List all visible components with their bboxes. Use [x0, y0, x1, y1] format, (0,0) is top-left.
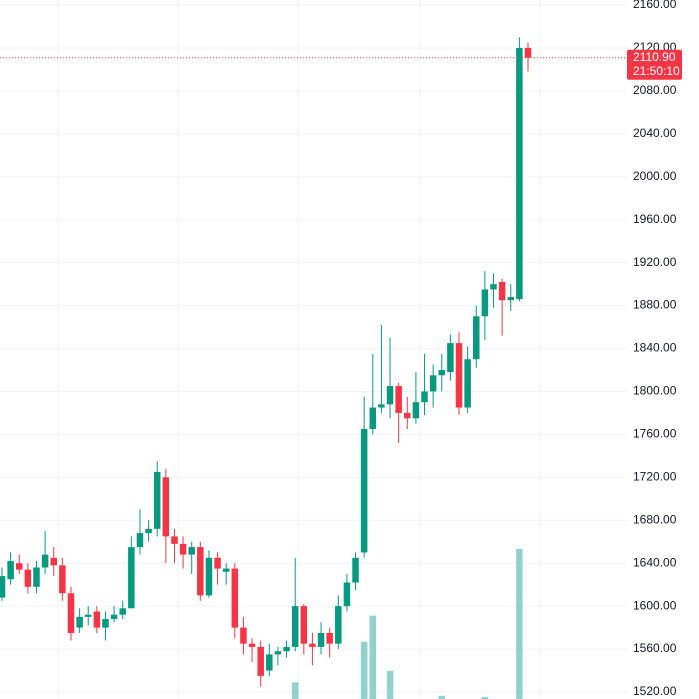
- y-tick-label: 2000.00: [633, 169, 677, 183]
- candle-body: [378, 404, 385, 408]
- candle-body: [326, 632, 333, 644]
- candle-body: [24, 569, 32, 587]
- candle-body: [309, 643, 316, 647]
- candle-body: [136, 533, 144, 548]
- candle-body: [0, 576, 6, 598]
- y-tick-label: 1800.00: [633, 384, 677, 398]
- y-tick-label: 1520.00: [633, 684, 677, 698]
- candle-body: [300, 606, 308, 644]
- candle-body: [447, 343, 454, 373]
- candle-body: [429, 375, 437, 392]
- y-tick-label: 1880.00: [633, 298, 677, 312]
- candle-body: [473, 316, 480, 360]
- candle-body: [102, 619, 109, 628]
- candle-body: [214, 557, 221, 569]
- candle-body: [343, 582, 351, 607]
- candle-body: [84, 614, 92, 617]
- y-tick-label: 1560.00: [633, 641, 677, 655]
- candle-body: [386, 386, 394, 405]
- y-tick-label: 1960.00: [633, 212, 677, 226]
- candle-body: [490, 284, 497, 290]
- candle-body: [179, 543, 187, 555]
- candle-body: [76, 616, 83, 628]
- candle-body: [266, 654, 273, 671]
- candle-body: [162, 477, 170, 537]
- candle-body: [33, 567, 40, 587]
- y-tick-label: 1600.00: [633, 598, 677, 612]
- volume-bar: [291, 682, 299, 699]
- candle-body: [317, 632, 325, 647]
- candle-body: [498, 281, 506, 301]
- candle-body: [395, 386, 402, 413]
- candle-body: [128, 547, 135, 609]
- candle-body: [50, 557, 57, 566]
- candle-body: [481, 289, 489, 317]
- y-tick-label: 1720.00: [633, 469, 677, 483]
- candle-body: [15, 563, 23, 570]
- volume-bar: [386, 670, 394, 699]
- candle-body: [222, 568, 230, 572]
- candle-body: [283, 646, 290, 652]
- candle-body: [171, 536, 178, 544]
- candle-body: [335, 606, 342, 644]
- candle-body: [369, 407, 377, 430]
- candle-body: [197, 547, 204, 596]
- y-tick-label: 1640.00: [633, 555, 677, 569]
- vertical-grid: [57, 0, 541, 699]
- candle-body: [412, 402, 420, 419]
- countdown-label: 21:50:10: [633, 64, 680, 78]
- candle-body: [507, 296, 515, 301]
- candle-body: [455, 343, 463, 408]
- y-tick-label: 2160.00: [633, 0, 677, 11]
- volume-bar: [438, 695, 446, 699]
- candle-body: [59, 565, 66, 594]
- volume-bar: [360, 641, 368, 699]
- y-tick-label: 1760.00: [633, 427, 677, 441]
- candle-body: [404, 412, 411, 419]
- candle-body: [110, 614, 118, 620]
- candle-body: [421, 391, 428, 403]
- y-tick-label: 1840.00: [633, 341, 677, 355]
- candle-body: [240, 627, 247, 644]
- candle-body: [464, 359, 471, 408]
- y-tick-label: 1680.00: [633, 512, 677, 526]
- candle-body: [231, 568, 239, 628]
- volume-bar: [369, 615, 377, 699]
- candle-body: [291, 606, 299, 647]
- candle-body: [7, 561, 14, 580]
- volume-bar: [481, 696, 489, 699]
- y-tick-label: 2080.00: [633, 83, 677, 97]
- candle-body: [119, 608, 126, 615]
- candle-body: [360, 429, 368, 553]
- last-price-box: [627, 49, 682, 80]
- candle-body: [188, 547, 195, 555]
- candle-body: [274, 651, 282, 655]
- candle-body: [153, 471, 161, 529]
- candle-body: [205, 557, 213, 596]
- y-tick-label: 1920.00: [633, 255, 677, 269]
- candle-body: [257, 646, 264, 676]
- candle-body: [41, 554, 49, 568]
- candle-body: [67, 593, 75, 633]
- volume-bar: [516, 549, 523, 699]
- y-tick-label: 2040.00: [633, 126, 677, 140]
- candle-body: [352, 557, 359, 583]
- last-price-label: 2110.90: [633, 50, 676, 64]
- candle-body: [145, 528, 152, 534]
- candle-body: [248, 643, 256, 647]
- candle-body: [93, 611, 101, 628]
- candle-body: [516, 47, 523, 300]
- candle-body: [438, 369, 446, 376]
- candle-body: [524, 47, 532, 58]
